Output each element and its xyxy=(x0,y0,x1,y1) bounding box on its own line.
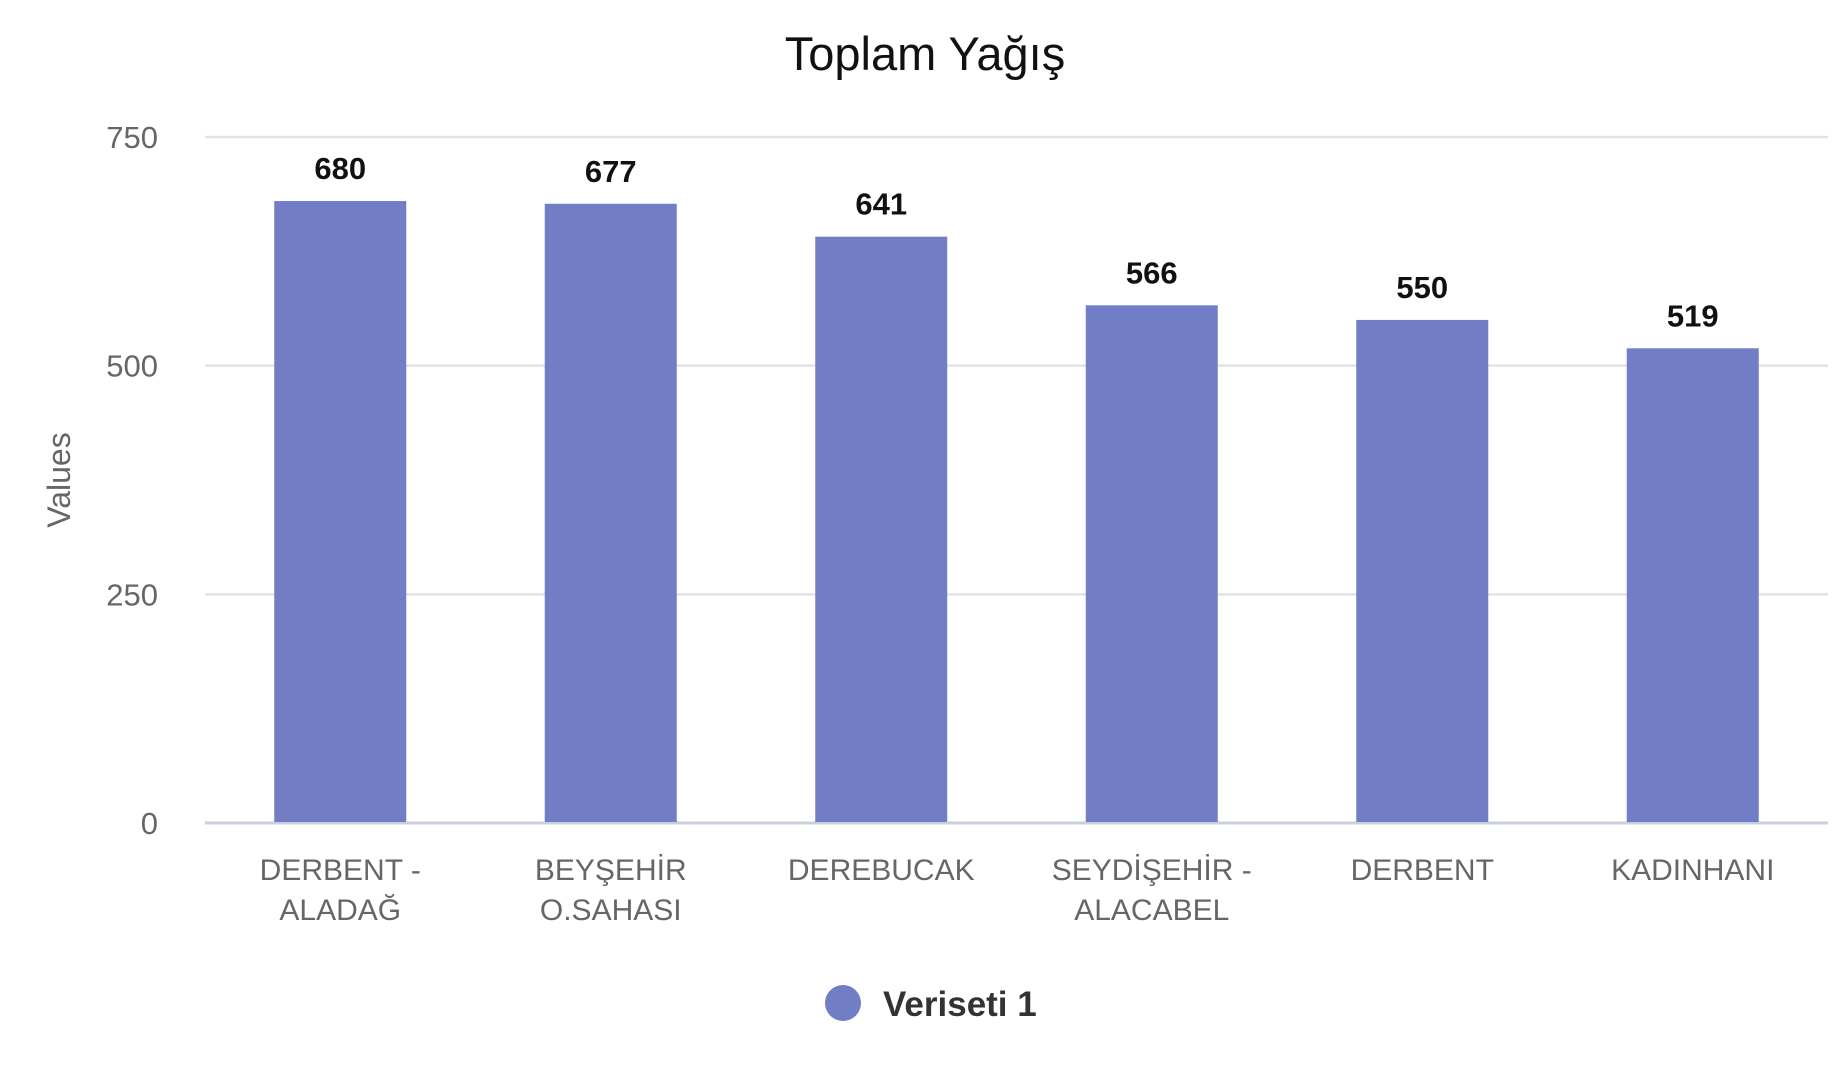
data-label: 680 xyxy=(314,151,366,186)
x-tick-label: DERBENT - xyxy=(260,854,421,887)
bar[interactable] xyxy=(544,203,677,823)
chart-title: Toplam Yağış xyxy=(785,27,1065,80)
data-label: 550 xyxy=(1396,270,1448,305)
y-tick-label: 250 xyxy=(106,577,158,612)
data-label: 519 xyxy=(1667,298,1719,333)
x-tick-label: DEREBUCAK xyxy=(788,854,975,887)
bar[interactable] xyxy=(1626,348,1759,822)
x-tick-label: ALACABEL xyxy=(1074,894,1229,927)
x-tick-label: SEYDİŞEHİR - xyxy=(1052,854,1252,887)
bar[interactable] xyxy=(1085,305,1218,822)
data-label: 677 xyxy=(585,154,637,189)
bar[interactable] xyxy=(274,201,407,822)
x-tick-label: O.SAHASI xyxy=(540,894,682,927)
y-tick-label: 750 xyxy=(106,120,158,155)
data-label: 641 xyxy=(855,187,907,222)
x-tick-label: KADINHANI xyxy=(1611,854,1774,887)
x-tick-label: DERBENT xyxy=(1351,854,1494,887)
y-tick-label: 0 xyxy=(141,806,158,841)
x-tick-label: ALADAĞ xyxy=(279,894,401,927)
legend-marker xyxy=(825,985,861,1021)
legend[interactable]: Veriseti 1 xyxy=(825,985,1037,1024)
bar[interactable] xyxy=(1356,319,1489,822)
y-axis-label: Values xyxy=(41,432,77,527)
x-tick-label: BEYŞEHİR xyxy=(535,854,687,887)
legend-label: Veriseti 1 xyxy=(883,985,1037,1024)
y-tick-label: 500 xyxy=(106,349,158,384)
bar[interactable] xyxy=(815,236,948,822)
data-label: 566 xyxy=(1126,255,1178,290)
